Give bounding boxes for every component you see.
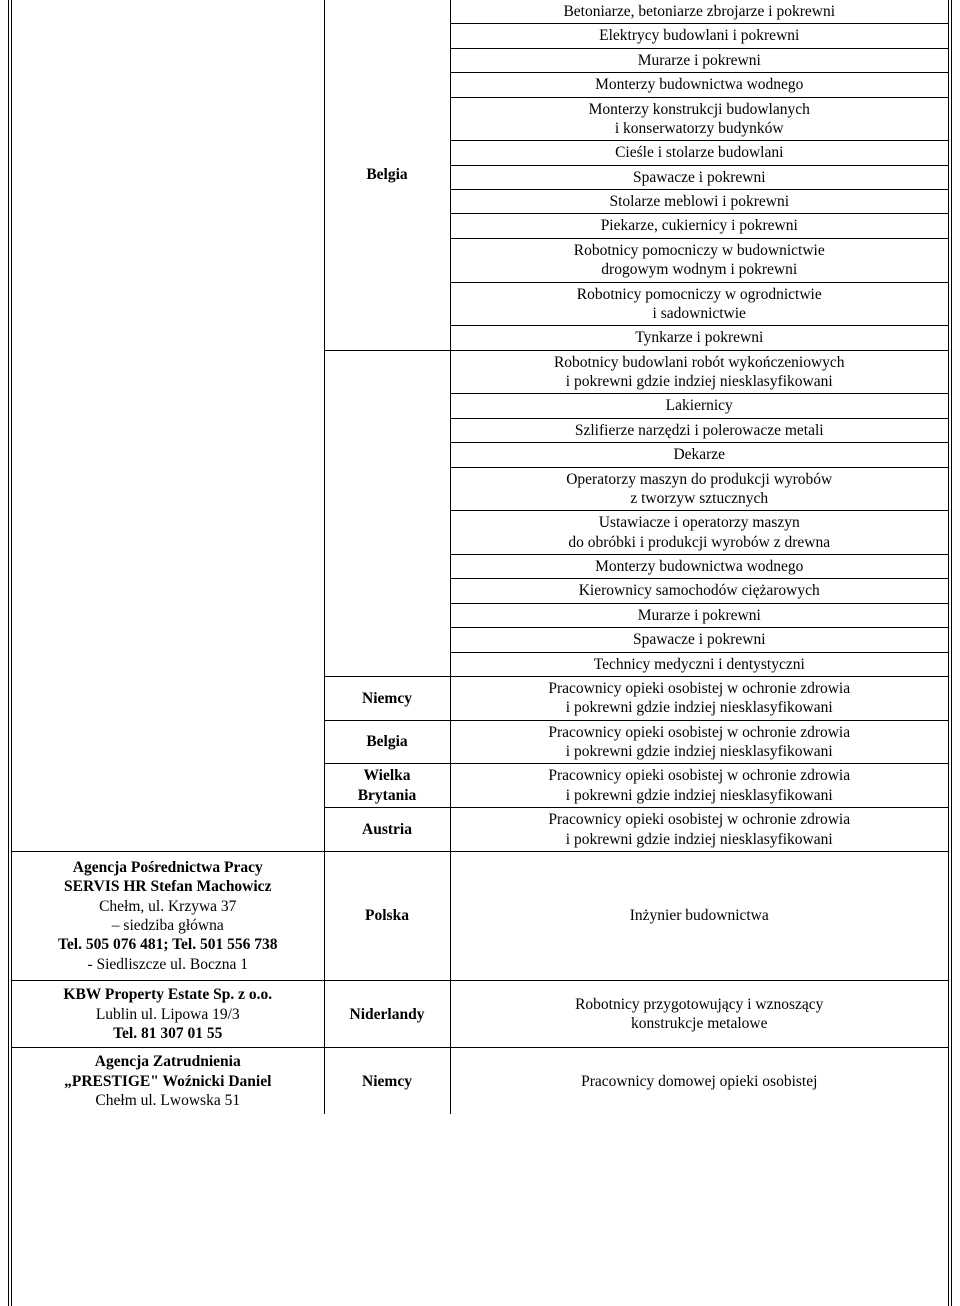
country-cell: Niemcy	[324, 676, 450, 720]
occupation-cell: Operatorzy maszyn do produkcji wyrobówz …	[450, 467, 948, 511]
country-label: Belgia	[366, 166, 407, 183]
agency-cell-prestige: Agencja Zatrudnienia„PRESTIGE" Woźnicki …	[12, 1048, 324, 1115]
country-label: Niemcy	[362, 690, 412, 707]
agency-title: Agencja Zatrudnienia„PRESTIGE" Woźnicki …	[16, 1052, 320, 1091]
occupation-cell: Kierownicy samochodów ciężarowych	[450, 579, 948, 603]
occupation-cell: Murarze i pokrewni	[450, 603, 948, 627]
country-cell: Belgia	[324, 0, 450, 350]
country-label: Niemcy	[362, 1073, 412, 1090]
occupation-cell: Elektrycy budowlani i pokrewni	[450, 24, 948, 48]
agency-title: KBW Property Estate Sp. z o.o.	[16, 985, 320, 1004]
agency-title: Agencja Pośrednictwa PracySERVIS HR Stef…	[16, 858, 320, 897]
agency-address: Chełm ul. Lwowska 51	[16, 1091, 320, 1110]
country-label: Niderlandy	[350, 1006, 425, 1023]
agency-cell-kbw: KBW Property Estate Sp. z o.o. Lublin ul…	[12, 981, 324, 1048]
country-cell: Polska	[324, 851, 450, 980]
agency-phone: Tel. 505 076 481; Tel. 501 556 738	[16, 935, 320, 954]
country-cell: Belgia	[324, 720, 450, 764]
agency-address: Chełm, ul. Krzywa 37– siedziba główna	[16, 897, 320, 936]
occupation-cell: Robotnicy pomocniczy w ogrodnictwiei sad…	[450, 282, 948, 326]
occupation-cell: Pracownicy opieki osobistej w ochronie z…	[450, 764, 948, 808]
occupation-cell: Monterzy konstrukcji budowlanychi konser…	[450, 97, 948, 141]
occupation-cell: Pracownicy domowej opieki osobistej	[450, 1048, 948, 1115]
agency-address: Lublin ul. Lipowa 19/3	[16, 1005, 320, 1024]
occupation-cell: Robotnicy przygotowujący i wznoszącykons…	[450, 981, 948, 1048]
occupation-cell: Cieśle i stolarze budowlani	[450, 141, 948, 165]
occupation-cell: Inżynier budownictwa	[450, 851, 948, 980]
occupation-cell: Szlifierze narzędzi i polerowacze metali	[450, 418, 948, 442]
country-label: WielkaBrytania	[358, 767, 417, 803]
occupation-cell: Piekarze, cukiernicy i pokrewni	[450, 214, 948, 238]
occupation-cell: Technicy medyczni i dentystyczni	[450, 652, 948, 676]
occupation-cell: Lakiernicy	[450, 394, 948, 418]
occupation-cell: Monterzy budownictwa wodnego	[450, 73, 948, 97]
occupation-cell: Spawacze i pokrewni	[450, 165, 948, 189]
occupation-cell: Pracownicy opieki osobistej w ochronie z…	[450, 676, 948, 720]
agency-address: - Siedliszcze ul. Boczna 1	[16, 955, 320, 974]
country-label: Austria	[362, 821, 412, 838]
occupation-cell: Dekarze	[450, 443, 948, 467]
agency-cell-empty	[12, 0, 324, 851]
country-label: Polska	[365, 907, 409, 924]
occupation-cell: Pracownicy opieki osobistej w ochronie z…	[450, 808, 948, 852]
agency-cell-servis: Agencja Pośrednictwa PracySERVIS HR Stef…	[12, 851, 324, 980]
occupation-cell: Pracownicy opieki osobistej w ochronie z…	[450, 720, 948, 764]
occupation-cell: Robotnicy pomocniczy w budownictwiedrogo…	[450, 238, 948, 282]
country-cell: Niemcy	[324, 1048, 450, 1115]
occupation-cell: Betoniarze, betoniarze zbrojarze i pokre…	[450, 0, 948, 24]
agency-phone: Tel. 81 307 01 55	[16, 1024, 320, 1043]
country-cell-empty	[324, 350, 450, 676]
occupation-cell: Monterzy budownictwa wodnego	[450, 555, 948, 579]
occupation-cell: Robotnicy budowlani robót wykończeniowyc…	[450, 350, 948, 394]
country-cell: WielkaBrytania	[324, 764, 450, 808]
country-cell: Austria	[324, 808, 450, 852]
country-label: Belgia	[366, 733, 407, 750]
occupation-cell: Spawacze i pokrewni	[450, 628, 948, 652]
occupation-cell: Ustawiacze i operatorzy maszyndo obróbki…	[450, 511, 948, 555]
occupation-cell: Murarze i pokrewni	[450, 48, 948, 72]
country-cell: Niderlandy	[324, 981, 450, 1048]
occupation-cell: Tynkarze i pokrewni	[450, 326, 948, 350]
occupation-cell: Stolarze meblowi i pokrewni	[450, 190, 948, 214]
